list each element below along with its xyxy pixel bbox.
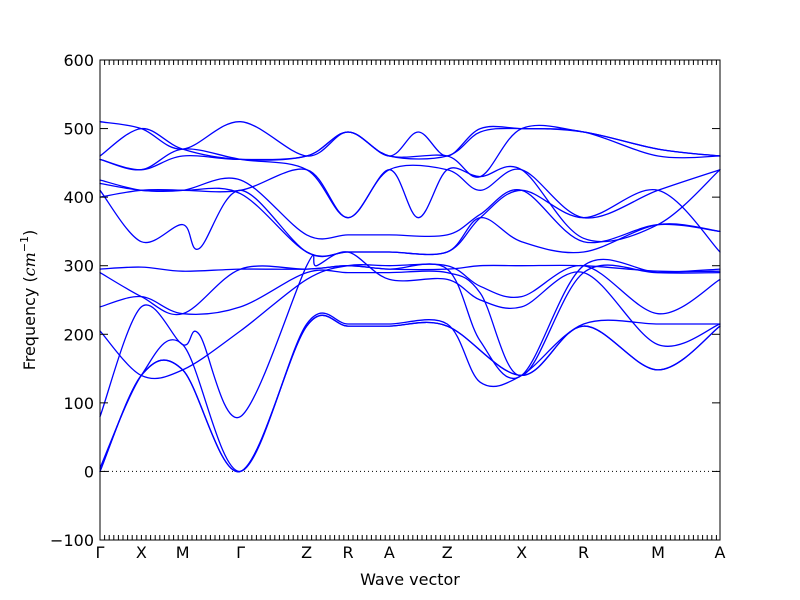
plot-area bbox=[99, 121, 721, 473]
y-axis-label-prefix: Frequency ( bbox=[20, 276, 39, 370]
x-tick-label: A bbox=[384, 543, 395, 562]
y-tick-label: 200 bbox=[63, 325, 94, 344]
y-tick-label: 0 bbox=[84, 462, 94, 481]
y-tick-label: 100 bbox=[63, 394, 94, 413]
y-tick-label: 400 bbox=[63, 188, 94, 207]
x-tick-label: X bbox=[136, 543, 147, 562]
band-line-16 bbox=[99, 121, 721, 160]
band-line-10 bbox=[99, 189, 721, 258]
x-tick-label: R bbox=[342, 543, 353, 562]
y-axis-label-unit: cm bbox=[20, 252, 39, 276]
y-tick-label: −100 bbox=[50, 531, 94, 550]
y-tick-label: 300 bbox=[63, 257, 94, 276]
x-tick-label: M bbox=[176, 543, 190, 562]
x-tick-label: R bbox=[578, 543, 589, 562]
x-tick-label: A bbox=[715, 543, 726, 562]
plot-frame bbox=[99, 59, 721, 541]
band-line-5 bbox=[99, 263, 721, 380]
x-axis-label: Wave vector bbox=[360, 570, 460, 589]
y-axis-label: Frequency (cm−1) bbox=[18, 230, 39, 371]
y-axis-label-exponent: −1 bbox=[18, 236, 31, 252]
y-tick-label: 600 bbox=[63, 51, 94, 70]
x-tick-label: X bbox=[516, 543, 527, 562]
x-tick-label: Z bbox=[442, 543, 453, 562]
x-tick-label: Γ bbox=[236, 543, 245, 562]
y-tick-label: 500 bbox=[63, 120, 94, 139]
band-line-8 bbox=[99, 264, 721, 273]
x-tick-label: M bbox=[651, 543, 665, 562]
band-line-12 bbox=[99, 165, 721, 243]
x-tick-label: Γ bbox=[96, 543, 105, 562]
y-axis: −100 0 100 200 300 400 500 600 bbox=[50, 51, 720, 550]
y-axis-label-suffix: ) bbox=[20, 230, 39, 236]
x-tick-label: Z bbox=[301, 543, 312, 562]
band-line-6 bbox=[99, 264, 721, 377]
